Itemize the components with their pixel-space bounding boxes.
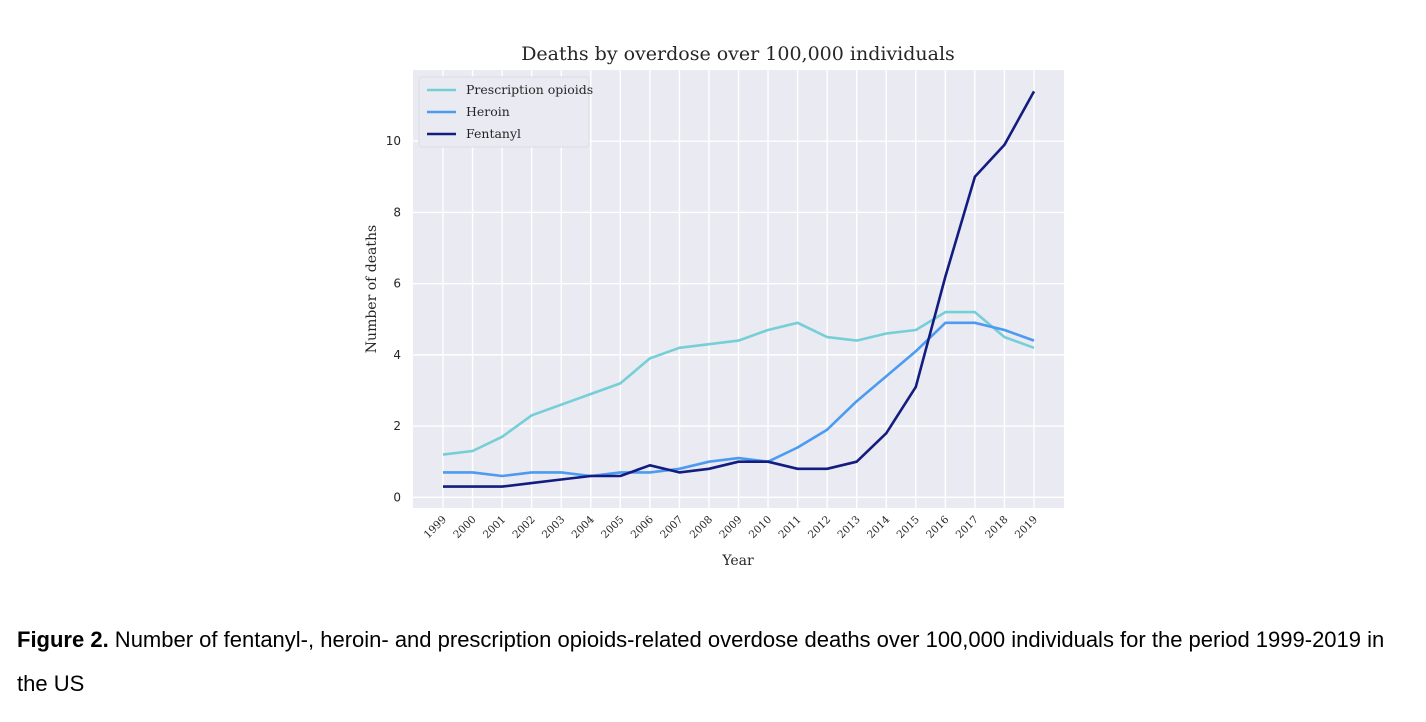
x-tick-label: 2006 [629,513,657,541]
x-tick-label: 2001 [481,514,508,541]
legend: Prescription opioids Heroin Fentanyl [418,76,593,148]
x-tick-label: 2009 [717,514,744,541]
caption-text: Number of fentanyl-, heroin- and prescri… [17,627,1385,696]
x-tick-label: 2007 [658,514,685,541]
x-tick-label: 2015 [895,514,922,541]
x-tick-label: 2010 [747,514,774,541]
legend-label-prescription-opioids: Prescription opioids [466,82,593,97]
x-tick-label: 2019 [1013,514,1040,541]
x-tick-label: 1999 [422,514,449,541]
y-tick-label: 2 [393,419,401,433]
y-tick-label: 6 [393,277,401,291]
y-tick-label: 0 [393,490,401,504]
legend-label-fentanyl: Fentanyl [466,126,521,141]
series-lines [442,90,1036,488]
x-tick-labels: 1999 2000 2001 2002 2003 2004 2005 2006 2007 2008… [422,513,1040,541]
x-tick-label: 2018 [983,514,1010,541]
y-tick-labels: 0 2 4 6 8 10 [386,134,401,504]
legend-label-heroin: Heroin [466,104,510,119]
x-tick-label: 2005 [599,514,626,541]
x-tick-label: 2000 [451,514,478,541]
x-tick-label: 2011 [776,514,803,541]
x-tick-label: 2008 [688,514,715,541]
x-tick-label: 2017 [954,514,981,541]
figure-caption: Figure 2. Number of fentanyl-, heroin- a… [17,618,1417,706]
y-axis-label: Number of deaths [364,225,380,353]
x-tick-label: 2003 [540,514,567,541]
y-tick-label: 10 [386,134,401,148]
x-tick-label: 2016 [924,513,952,541]
x-axis-label: Year [721,553,754,569]
x-tick-label: 2014 [865,513,893,541]
chart: 0 2 4 6 8 10 1999 2000 2001 2002 2003 2004 2005 2006… [364,43,1064,569]
x-tick-label: 2002 [510,514,537,541]
series-line-heroin [443,321,1035,478]
caption-label: Figure 2. [17,627,109,652]
x-tick-label: 2012 [806,514,833,541]
series-line-fentanyl [443,90,1036,488]
y-tick-label: 4 [393,348,401,362]
y-tick-label: 8 [393,205,401,219]
legend-box [418,76,590,148]
chart-title: Deaths by overdose over 100,000 individu… [521,43,955,65]
x-tick-label: 2004 [569,513,597,541]
x-tick-label: 2013 [835,514,862,541]
